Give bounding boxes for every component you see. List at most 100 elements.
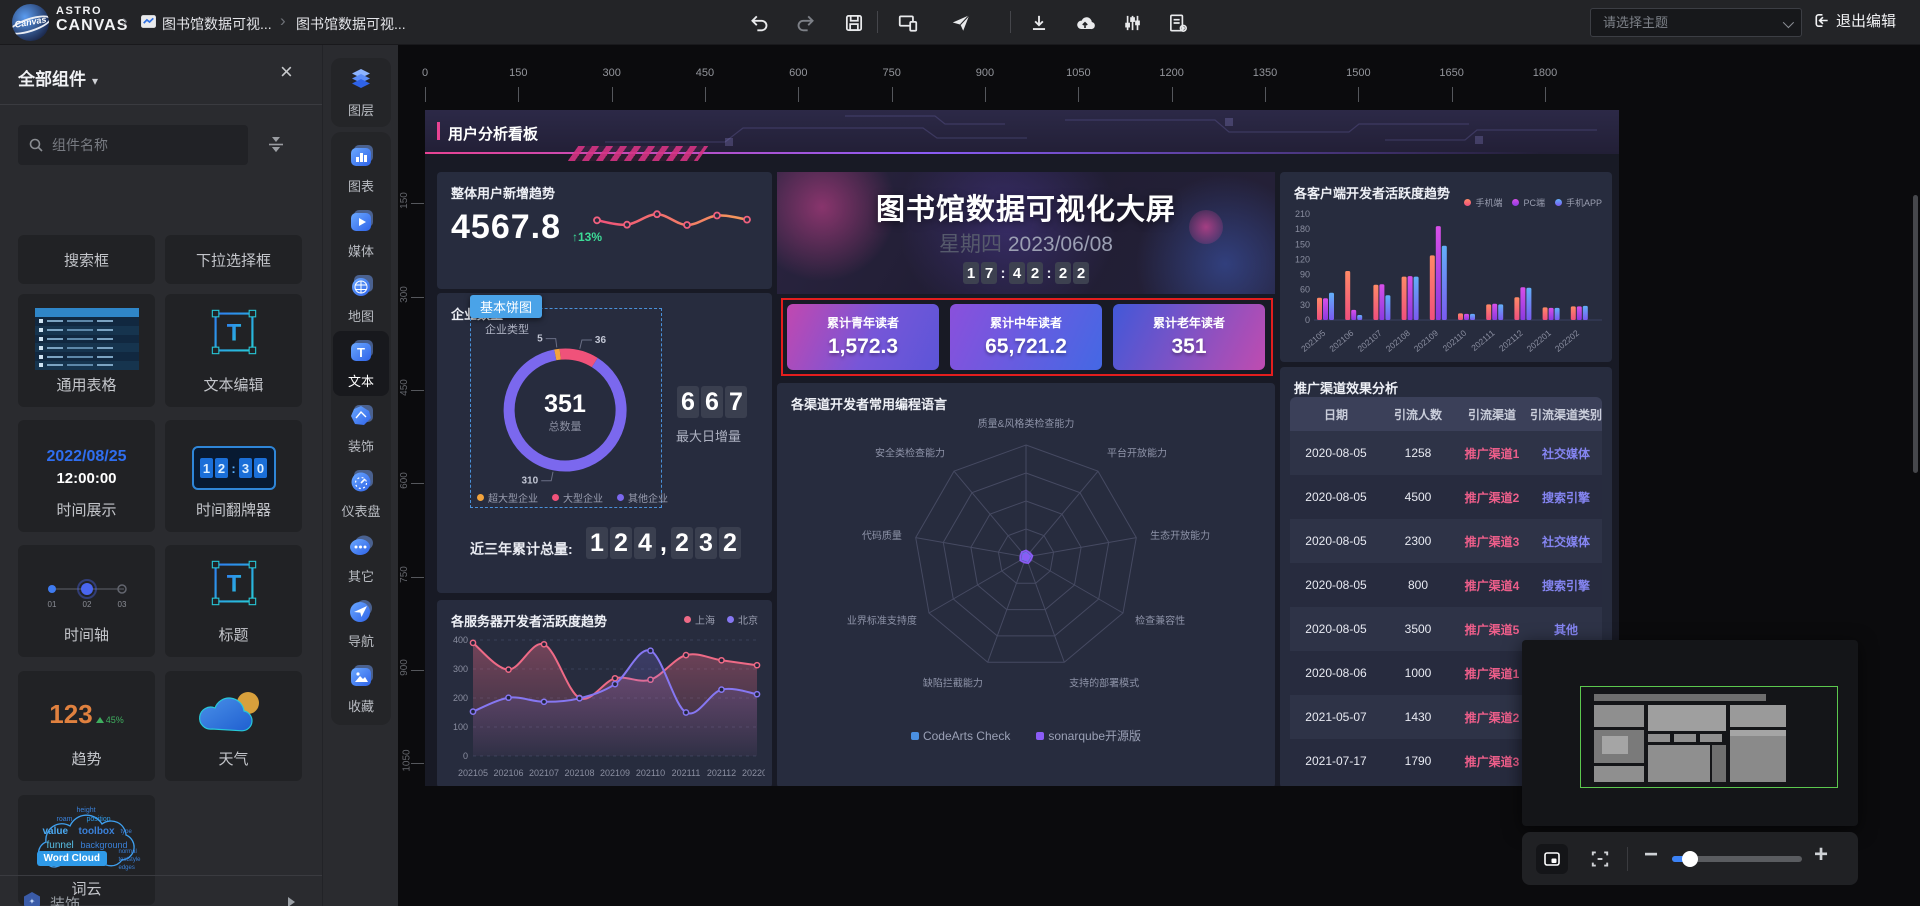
widget-stat-young-readers[interactable]: 累计青年读者 1,572.3 <box>787 304 939 370</box>
widget-server-activity-area[interactable]: 各服务器开发者活跃度趋势 上海 北京 0 100 200 300 400 202105 20… <box>437 600 772 786</box>
svg-text:202107: 202107 <box>529 768 559 778</box>
cloud-upload-icon[interactable] <box>1074 12 1096 34</box>
rail-card-categories: 图表 媒体 地图 T 文本 装饰 仪表盘 <box>331 132 391 725</box>
rail-item-text[interactable]: T 文本 <box>333 331 389 396</box>
collapse-filter-icon[interactable] <box>264 133 288 157</box>
widget-client-activity-bars[interactable]: 各客户端开发者活跃度趋势 手机端 PC端 手机APP 0 30 60 90 120 150… <box>1280 172 1612 362</box>
close-icon[interactable]: × <box>280 59 293 84</box>
svg-text:202111: 202111 <box>1469 328 1496 353</box>
theme-select[interactable]: 请选择主题 <box>1590 8 1802 37</box>
svg-text:0: 0 <box>1305 315 1310 325</box>
undo-icon[interactable] <box>748 12 770 34</box>
svg-text:202107: 202107 <box>1356 328 1384 354</box>
breadcrumb-tab-1[interactable]: 图书馆数据可视... <box>162 16 272 32</box>
component-card-search-box[interactable]: 搜索框 <box>18 235 155 284</box>
breadcrumb-chevron-icon: › <box>122 11 128 30</box>
zoom-slider[interactable] <box>1672 851 1802 867</box>
zoom-in-button[interactable]: + <box>1814 841 1829 868</box>
download-icon[interactable] <box>1028 12 1050 34</box>
table-cell: 社交媒体 <box>1541 446 1590 461</box>
search-input[interactable] <box>52 137 238 153</box>
zoom-slider-knob[interactable] <box>1682 851 1698 867</box>
hexagon-decor-icon: ✦ <box>24 892 40 906</box>
svg-text:300: 300 <box>453 664 468 674</box>
table-cell: 推广渠道5 <box>1464 622 1520 637</box>
component-card-table[interactable]: 通用表格 <box>18 294 155 407</box>
component-card-title[interactable]: T 标题 <box>165 545 302 657</box>
component-card-text-edit[interactable]: T 文本编辑 <box>165 294 302 407</box>
wordcloud-thumbnail: height roam position value toolbox type … <box>31 803 143 879</box>
svg-text:30: 30 <box>1300 300 1310 310</box>
component-search-box <box>18 125 248 165</box>
widget-language-radar[interactable]: 各渠道开发者常用编程语言 质量&风格类检查能力 平台开放能力 生态开放能力 检查兼容性… <box>777 383 1275 786</box>
rail-item-map[interactable]: 地图 <box>333 266 389 331</box>
dashboard-header-title: 用户分析看板 <box>448 126 539 143</box>
table-cell: 2020-08-05 <box>1305 446 1367 460</box>
breadcrumb-tab-2[interactable]: 图书馆数据可视... <box>296 16 406 32</box>
redo-icon[interactable] <box>795 12 817 34</box>
save-icon[interactable] <box>843 12 865 34</box>
svg-text:业界标准支持度: 业界标准支持度 <box>847 614 917 627</box>
minimap-toggle-button[interactable] <box>1536 844 1568 874</box>
paper-plane-icon <box>347 598 375 629</box>
rail-item-charts[interactable]: 图表 <box>333 136 389 201</box>
rail-item-layers[interactable]: 图层 <box>333 60 389 125</box>
svg-text:T: T <box>226 320 241 347</box>
component-card-wordcloud[interactable]: height roam position value toolbox type … <box>18 795 155 905</box>
svg-text:202112: 202112 <box>707 768 736 778</box>
devices-preview-icon[interactable] <box>897 12 919 34</box>
table-row: 2020-08-05 4500 推广渠道2 搜索引擎 <box>1290 475 1602 519</box>
component-card-dropdown[interactable]: 下拉选择框 <box>165 235 302 284</box>
component-name-tooltip: 基本饼图 <box>470 295 543 318</box>
zoom-out-button[interactable]: − <box>1644 841 1659 868</box>
widget-category-rail: 图层 图表 媒体 地图 T 文本 装饰 <box>322 45 398 906</box>
template-settings-icon[interactable] <box>1167 12 1189 34</box>
table-cell: 2020-08-05 <box>1305 490 1367 504</box>
widget-stat-middle-readers[interactable]: 累计中年读者 65,721.2 <box>950 304 1102 370</box>
svg-text:检查兼容性: 检查兼容性 <box>1135 614 1185 627</box>
dashboard-page-header[interactable]: 用户分析看板 <box>425 110 1619 161</box>
text-icon: T <box>347 338 375 369</box>
decoration-section-toggle[interactable]: ✦ 装饰 <box>0 889 322 906</box>
component-card-time-display[interactable]: 2022/08/25 12:00:00 时间展示 <box>18 420 155 532</box>
minimap-viewport[interactable] <box>1580 686 1838 788</box>
table-cell: 2020-08-05 <box>1305 622 1367 636</box>
bar-legend: 手机端 PC端 手机APP <box>1464 196 1602 209</box>
widget-stat-senior-readers[interactable]: 累计老年读者 351 <box>1113 304 1265 370</box>
svg-text:202106: 202106 <box>1327 328 1355 354</box>
rail-item-other[interactable]: 其它 <box>333 526 389 591</box>
component-card-weather[interactable]: 天气 <box>165 671 302 781</box>
rail-card-layers: 图层 <box>331 58 391 127</box>
fit-screen-button[interactable] <box>1588 847 1612 871</box>
table-cell: 推广渠道2 <box>1464 490 1520 505</box>
brand-text: ASTRO CANVAS <box>56 5 129 34</box>
exit-edit-button[interactable]: 退出编辑 <box>1812 10 1896 31</box>
dashboard-artboard[interactable]: 用户分析看板 整体用户新增趋势 4567.8 ↑13% 企业数量 基本饼图 企业… <box>425 110 1619 786</box>
settings-sliders-icon[interactable] <box>1121 12 1143 34</box>
component-card-trend[interactable]: 123 45% 趋势 <box>18 671 155 781</box>
component-filter-dropdown[interactable]: 全部组件 ▾ <box>18 70 99 89</box>
rail-item-navigation[interactable]: 导航 <box>333 591 389 656</box>
component-card-timeline[interactable]: 01 02 03 时间轴 <box>18 545 155 657</box>
svg-text:202109: 202109 <box>1412 328 1440 354</box>
rail-item-media[interactable]: 媒体 <box>333 201 389 266</box>
editor-canvas: 0 150 300 450 600 750 900 1050 1200 1350 1500 1650 1… <box>398 45 1920 906</box>
widget-enterprise-pie[interactable]: 企业数量 基本饼图 企业类型 5 36 310 351 总数量 超大型企业 大型… <box>437 293 772 593</box>
gauge-icon <box>347 468 375 499</box>
page-scrollbar[interactable] <box>1913 195 1918 473</box>
selection-dashed-border <box>470 308 662 508</box>
table-cell: 推广渠道1 <box>1464 666 1520 681</box>
svg-text:总数量: 总数量 <box>549 419 582 433</box>
rail-item-decoration[interactable]: 装饰 <box>333 396 389 461</box>
chart-icon <box>347 143 375 174</box>
rail-item-favorites[interactable]: 收藏 <box>333 656 389 721</box>
rail-item-gauge[interactable]: 仪表盘 <box>333 461 389 526</box>
publish-send-icon[interactable] <box>950 12 972 34</box>
table-cell: 2021-07-17 <box>1305 754 1367 768</box>
widget-user-growth-trend[interactable]: 整体用户新增趋势 4567.8 ↑13% <box>437 172 772 289</box>
canvas-logo: Canvas <box>12 4 49 41</box>
